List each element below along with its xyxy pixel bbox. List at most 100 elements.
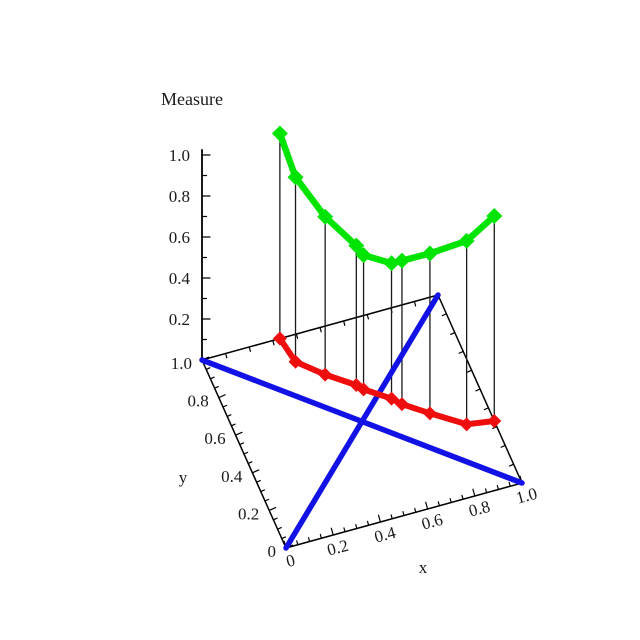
x-axis-minor-tick bbox=[390, 514, 393, 520]
back-edge-top-tick bbox=[225, 352, 228, 359]
y-axis-minor-tick bbox=[222, 404, 228, 408]
back-edge-top-tick bbox=[413, 300, 417, 307]
back-edge-right-tick bbox=[475, 388, 481, 392]
y-axis-minor-tick bbox=[272, 517, 278, 521]
x-axis-major-tick bbox=[472, 488, 476, 497]
back-edge-right-tick bbox=[450, 332, 456, 336]
y-tick-label: 0.6 bbox=[204, 429, 225, 448]
base-projection-curve-diamond-marker bbox=[422, 406, 437, 421]
measure-tick-label: 1.0 bbox=[169, 146, 190, 165]
y-axis-minor-tick bbox=[209, 376, 215, 380]
measure-tick-label: 0.6 bbox=[169, 228, 190, 247]
back-edge-top-tick bbox=[343, 320, 346, 326]
x-axis-minor-tick bbox=[355, 524, 358, 530]
back-edge-right-tick bbox=[492, 426, 498, 430]
back-edge-right-tick bbox=[466, 369, 473, 373]
x-axis-minor-tick bbox=[449, 498, 452, 504]
back-edge-top-tick bbox=[319, 326, 322, 333]
y-axis-minor-tick bbox=[243, 451, 249, 455]
measure-curve-diamond-marker bbox=[458, 232, 475, 249]
back-edge-top-tick bbox=[248, 346, 251, 352]
measure-curve-diamond-marker bbox=[271, 125, 288, 142]
x-axis-major-tick bbox=[425, 501, 429, 510]
x-axis-minor-tick bbox=[402, 511, 405, 517]
base-projection-curve-diamond-marker bbox=[272, 331, 287, 346]
y-axis-minor-tick bbox=[247, 461, 253, 464]
y-tick-label: 0.8 bbox=[188, 392, 209, 411]
diagonals-layer bbox=[199, 292, 525, 551]
back-edge-right-tick bbox=[458, 350, 464, 354]
y-axis-title: y bbox=[179, 468, 188, 487]
y-axis-minor-tick bbox=[277, 526, 282, 530]
measure-curve-diamond-marker bbox=[393, 252, 410, 269]
x-axis-minor-tick bbox=[437, 501, 440, 507]
base-projection-curve-diamond-marker bbox=[487, 413, 502, 428]
x-tick-label: 0.8 bbox=[467, 497, 492, 521]
y-axis-minor-tick bbox=[230, 423, 236, 427]
drop-lines-layer bbox=[279, 132, 495, 426]
axes-layer bbox=[201, 148, 523, 549]
measure-curve-diamond-marker bbox=[486, 207, 503, 224]
back-edge-right-tick bbox=[508, 463, 515, 467]
y-axis-minor-tick bbox=[281, 536, 287, 540]
measure-tick-label: 0.2 bbox=[169, 310, 190, 329]
measure-tick-label: 0.8 bbox=[169, 187, 190, 206]
x-axis-minor-tick bbox=[296, 540, 299, 546]
x-tick-label: 0.6 bbox=[419, 510, 444, 534]
y-axis-minor-tick bbox=[214, 385, 219, 389]
x-axis-minor-tick bbox=[343, 527, 346, 533]
y-axis-major-tick bbox=[251, 469, 260, 474]
base-projection-curve-diamond-marker bbox=[459, 417, 474, 432]
x-axis-minor-tick bbox=[484, 488, 488, 494]
base-projection-curve-diamond-marker bbox=[318, 367, 333, 382]
x-axis-minor-tick bbox=[496, 485, 499, 491]
y-axis-major-tick bbox=[268, 506, 277, 511]
x-axis-minor-tick bbox=[508, 481, 511, 487]
back-edge-right-tick bbox=[500, 444, 506, 448]
y-tick-label: 0 bbox=[268, 542, 277, 561]
y-axis-minor-tick bbox=[239, 442, 245, 446]
x-axis-minor-tick bbox=[319, 533, 322, 539]
back-edge-right-tick bbox=[483, 407, 489, 411]
y-axis-major-tick bbox=[218, 394, 226, 399]
y-axis-minor-tick bbox=[264, 498, 270, 502]
back-edge-right-tick bbox=[441, 313, 447, 317]
back-edge-top-tick bbox=[295, 333, 299, 339]
measure-curve-line bbox=[276, 130, 498, 267]
x-tick-label: 0.4 bbox=[372, 523, 398, 547]
y-tick-label: 0.4 bbox=[221, 467, 243, 486]
measure-curve-diamond-marker bbox=[421, 245, 438, 262]
y-axis-minor-tick bbox=[226, 414, 232, 417]
measure-curve-diamond-marker bbox=[317, 208, 334, 225]
measure-curve-diamond-marker bbox=[348, 237, 365, 254]
diagonal-01-to-10-line bbox=[199, 357, 525, 486]
y-tick-label: 1.0 bbox=[171, 354, 192, 373]
back-edge-top-tick bbox=[272, 339, 275, 346]
x-tick-label: 0.2 bbox=[325, 536, 350, 560]
x-axis-minor-tick bbox=[461, 494, 464, 500]
measure-curve-diamond-marker bbox=[355, 247, 372, 264]
x-axis-title: x bbox=[419, 558, 428, 577]
x-tick-label: 0 bbox=[284, 550, 297, 571]
measure-tick-label: 0.4 bbox=[169, 269, 191, 288]
x-axis-minor-tick bbox=[414, 507, 417, 513]
base-projection-curve-line bbox=[276, 335, 498, 428]
x-axis-major-tick bbox=[330, 527, 334, 536]
back-edge-top-tick bbox=[366, 313, 369, 320]
y-axis-minor-tick bbox=[260, 489, 266, 493]
x-tick-label: 1.0 bbox=[514, 484, 539, 508]
base-projection-curve-diamond-marker bbox=[288, 354, 303, 369]
y-axis-minor-tick bbox=[256, 479, 261, 483]
x-axis-minor-tick bbox=[366, 520, 370, 526]
y-axis-major-tick bbox=[235, 431, 243, 436]
measure-curve-diamond-marker bbox=[287, 169, 304, 186]
measure-axis-title: Measure bbox=[161, 89, 223, 109]
base-projection-curve-diamond-marker bbox=[356, 382, 371, 397]
x-axis-major-tick bbox=[377, 514, 381, 523]
base-projection-curve-diamond-marker bbox=[384, 391, 399, 406]
x-axis-minor-tick bbox=[307, 537, 311, 543]
tick-labels-layer: 0 0.2 0.4 0.6 0.8 1.0 0 0.2 0.4 0.6 0.8 1.0 0.2 0.4 0.… bbox=[169, 146, 540, 571]
y-axis-minor-tick bbox=[205, 367, 211, 370]
